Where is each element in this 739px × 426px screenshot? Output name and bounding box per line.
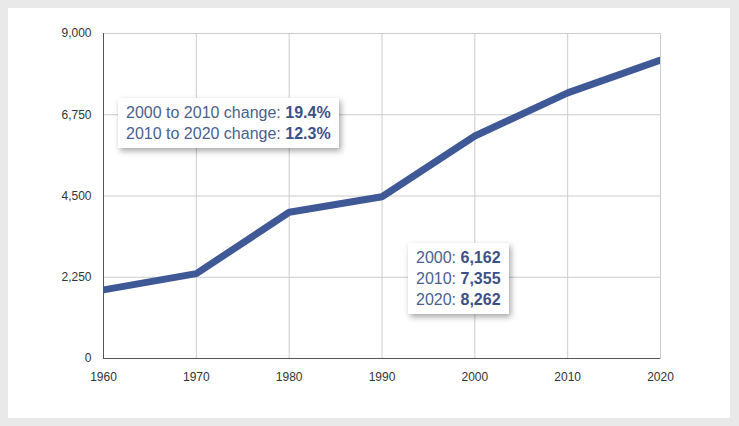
svg-text:1990: 1990 — [369, 370, 396, 384]
svg-text:1980: 1980 — [276, 370, 303, 384]
svg-text:2010: 2010 — [554, 370, 581, 384]
html-text:2020: 8,262: 2020: 8,262 — [416, 291, 501, 308]
svg-text:6,750: 6,750 — [61, 108, 91, 122]
svg-text:9,000: 9,000 — [61, 26, 91, 40]
svg-text:1970: 1970 — [183, 370, 210, 384]
svg-text:2,250: 2,250 — [61, 270, 91, 284]
svg-text:2000: 2000 — [461, 370, 488, 384]
html-text:2000: 6,162: 2000: 6,162 — [416, 249, 501, 266]
svg-text:4,500: 4,500 — [61, 189, 91, 203]
svg-text:2020: 2020 — [647, 370, 674, 384]
html-text:2010: 7,355: 2010: 7,355 — [416, 270, 501, 287]
html-text:2010 to 2020 change: 12.3%: 2010 to 2020 change: 12.3% — [126, 125, 331, 142]
html-text:2000 to 2010 change: 19.4%: 2000 to 2010 change: 19.4% — [126, 104, 331, 121]
svg-text:1960: 1960 — [90, 370, 117, 384]
svg-text:0: 0 — [85, 351, 92, 365]
